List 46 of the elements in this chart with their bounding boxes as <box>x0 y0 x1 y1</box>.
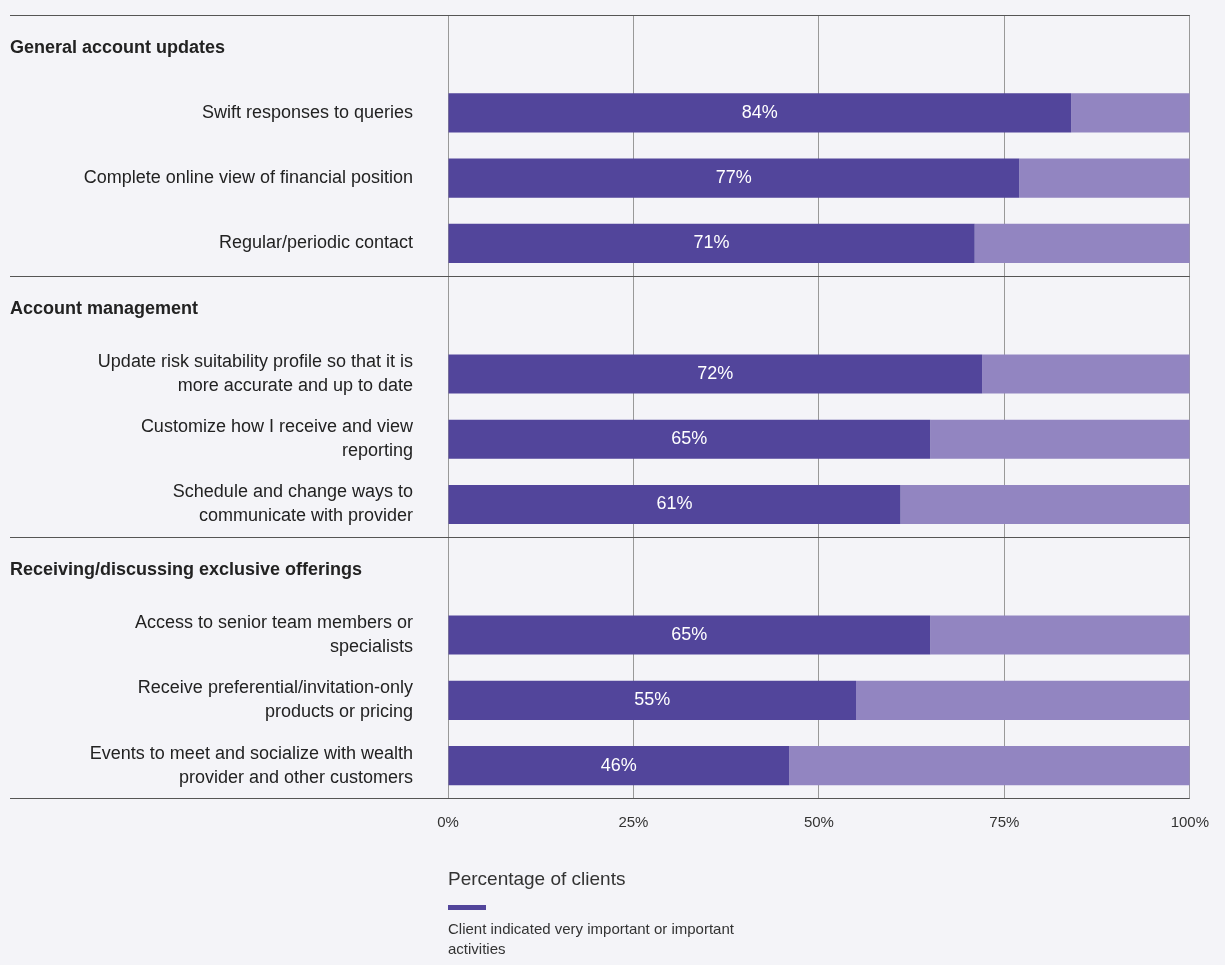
bar <box>448 93 1072 133</box>
bar <box>448 158 1020 198</box>
bar <box>448 745 790 786</box>
bar <box>448 615 931 655</box>
text: Account management <box>10 297 199 318</box>
x-tick-label: 25% <box>618 813 649 831</box>
data-label: 65% <box>671 428 708 449</box>
bar <box>930 419 1190 459</box>
data-label: 65% <box>671 624 708 644</box>
y-tick-label: Schedule and change ways to communicate with provider <box>172 481 413 526</box>
legend-label: Client indicated very important or important activities <box>448 919 735 959</box>
text: Receiving/discussing exclusive offerings <box>10 558 363 579</box>
bar <box>448 484 901 525</box>
x-tick-label: 75% <box>989 813 1020 831</box>
bar <box>856 680 1190 720</box>
y-tick-label: Complete online view of financial position <box>83 167 413 188</box>
bar <box>789 745 1190 786</box>
y-tick-label: Customize how I receive and view reporting <box>140 416 414 461</box>
bar <box>448 680 856 720</box>
text: General account updates <box>10 36 226 57</box>
x-tick-label: 50% <box>803 813 834 831</box>
data-label: 46% <box>600 754 637 775</box>
data-label: 61% <box>656 493 693 514</box>
x-tick-label: 0% <box>437 813 459 831</box>
data-label: 55% <box>634 689 671 710</box>
y-tick-label: Receive preferential/invitation-only products or pricing <box>137 677 413 722</box>
y-tick-label: Regular/periodic contact <box>218 232 413 253</box>
y-tick-label: Events to meet and socialize with wealth provider and other customers <box>89 742 413 787</box>
y-tick-label: Update risk suitability profile so that it is more accurate and up to date <box>97 350 413 395</box>
data-label: 72% <box>697 362 734 383</box>
x-tick-label: 100% <box>1170 813 1210 831</box>
x-axis-title: Percentage of clients <box>448 867 626 889</box>
y-tick-label: Swift responses to queries <box>201 101 413 122</box>
bar <box>974 223 1190 264</box>
bar <box>930 615 1190 655</box>
data-label: 84% <box>741 101 778 122</box>
bar <box>448 223 975 264</box>
bar <box>900 484 1190 525</box>
bar <box>982 354 1190 394</box>
bar <box>1019 158 1190 198</box>
bar <box>1071 93 1190 133</box>
data-label: 77% <box>715 167 752 188</box>
bar <box>448 419 931 459</box>
data-label: 71% <box>693 232 730 253</box>
y-tick-label: Access to senior team members or specialists <box>134 612 413 656</box>
bar <box>448 354 983 394</box>
